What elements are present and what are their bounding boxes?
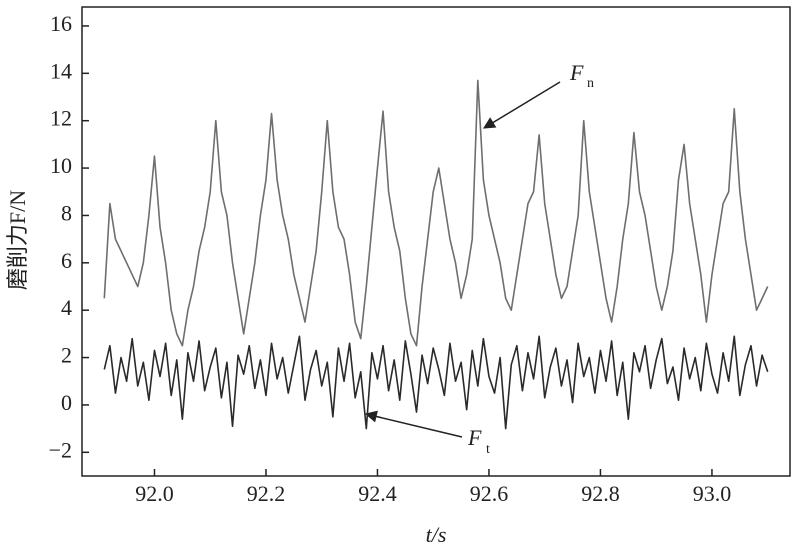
y-tick-label: 0 <box>61 390 72 415</box>
y-tick-label: 10 <box>50 153 72 178</box>
y-tick-label: 12 <box>50 106 72 131</box>
series-line <box>103 335 769 430</box>
annotation-sub: t <box>486 442 490 457</box>
y-tick-label: 16 <box>50 11 72 36</box>
x-tick-label: 93.0 <box>693 481 732 506</box>
series-line <box>103 79 769 347</box>
annotation-sub: n <box>587 76 594 91</box>
plot-frame <box>81 6 791 477</box>
x-tick-label: 92.4 <box>358 481 397 506</box>
y-tick-label: 2 <box>61 343 72 368</box>
x-tick-label: 92.8 <box>581 481 620 506</box>
y-tick-label: 8 <box>61 200 72 225</box>
annotation-arrow <box>364 410 463 438</box>
y-tick-label: 14 <box>50 58 72 83</box>
annotation: F <box>569 60 584 85</box>
annotation: F <box>467 425 482 450</box>
annotation-arrow <box>482 81 561 129</box>
y-tick-label: 6 <box>61 248 72 273</box>
x-tick-label: 92.0 <box>135 481 174 506</box>
y-axis-label: 磨削力F/N <box>5 190 30 290</box>
x-tick-label: 92.6 <box>470 481 509 506</box>
x-tick-label: 92.2 <box>247 481 286 506</box>
y-tick-label: 4 <box>61 295 72 320</box>
x-axis-label: t/s <box>426 522 447 547</box>
y-tick-label: −2 <box>49 437 72 462</box>
